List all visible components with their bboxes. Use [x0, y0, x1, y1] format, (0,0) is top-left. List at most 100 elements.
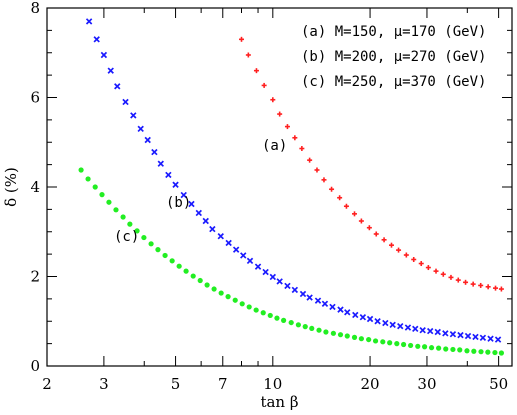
data-point-c	[415, 343, 421, 349]
x-tick-label: 50	[489, 375, 508, 393]
data-point-a	[440, 271, 446, 277]
data-point-c	[106, 199, 112, 205]
data-point-a	[245, 52, 251, 58]
data-point-b	[188, 200, 195, 208]
data-point-a	[470, 281, 476, 287]
data-point-a	[321, 177, 327, 183]
data-point-c	[225, 294, 231, 300]
data-point-c	[351, 334, 358, 340]
data-point-b	[306, 294, 313, 301]
data-point-c	[387, 340, 393, 346]
data-point-b	[344, 309, 351, 316]
data-point-b	[472, 333, 479, 341]
data-point-c	[302, 324, 308, 330]
data-point-c	[281, 317, 287, 323]
data-point-a	[239, 36, 245, 42]
data-point-b	[130, 112, 137, 119]
data-point-b	[442, 330, 449, 337]
data-point-c	[260, 310, 266, 316]
data-point-a	[358, 218, 364, 224]
data-point-b	[321, 300, 329, 307]
legend-entry-a: (a) M=150, μ=170 (GeV)	[301, 24, 486, 40]
data-point-c	[380, 339, 386, 345]
data-point-c	[274, 315, 280, 321]
data-point-b	[284, 282, 291, 290]
curve-annotation-c: (c)	[114, 229, 139, 245]
data-point-c	[183, 268, 189, 274]
data-point-b	[137, 125, 144, 133]
data-point-b	[487, 335, 494, 342]
data-point-b	[144, 136, 151, 144]
x-tick-label: 5	[171, 375, 181, 393]
data-point-b	[276, 278, 283, 285]
legend-entry-c: (c) M=250, μ=370 (GeV)	[301, 74, 486, 90]
data-point-c	[78, 167, 84, 173]
data-point-a	[253, 68, 259, 74]
data-point-b	[151, 148, 158, 156]
data-point-b	[217, 233, 224, 240]
data-point-c	[358, 336, 364, 342]
data-point-a	[352, 211, 358, 217]
data-point-c	[169, 258, 175, 264]
data-point-a	[403, 252, 409, 258]
data-point-b	[291, 286, 299, 294]
data-point-a	[292, 135, 298, 141]
data-point-c	[211, 286, 217, 292]
data-point-a	[463, 279, 469, 285]
data-point-c	[366, 336, 372, 343]
data-point-c	[408, 342, 414, 349]
data-point-c	[323, 329, 329, 335]
x-axis-title: tan β	[260, 393, 298, 411]
data-point-b	[374, 318, 381, 325]
data-point-b	[314, 297, 322, 304]
data-point-c	[457, 347, 463, 353]
data-point-b	[180, 191, 187, 199]
data-point-b	[93, 36, 100, 43]
data-point-c	[113, 207, 119, 213]
data-point-b	[397, 322, 404, 330]
y-axis-title: δ (%)	[2, 167, 20, 207]
data-point-b	[337, 306, 344, 313]
data-point-b	[479, 334, 487, 342]
data-point-a	[373, 231, 379, 237]
data-point-c	[148, 241, 154, 247]
data-point-a	[448, 274, 454, 280]
data-point-a	[284, 124, 290, 130]
data-point-b	[329, 303, 336, 311]
data-point-b	[457, 331, 464, 339]
data-point-c	[428, 345, 435, 351]
data-point-c	[218, 290, 224, 296]
x-tick-label: 20	[361, 375, 380, 393]
data-point-c	[267, 312, 273, 319]
data-point-b	[114, 83, 121, 90]
data-point-a	[388, 242, 394, 248]
data-point-b	[246, 257, 254, 265]
data-point-c	[162, 252, 168, 259]
data-point-c	[246, 304, 252, 310]
data-point-c	[478, 349, 484, 355]
data-point-c	[99, 192, 105, 198]
data-point-c	[295, 322, 301, 328]
data-point-c	[394, 341, 400, 347]
data-point-c	[485, 349, 491, 355]
data-point-c	[176, 263, 182, 269]
data-point-a	[485, 284, 491, 290]
data-point-b	[100, 51, 108, 59]
data-point-a	[425, 265, 431, 271]
data-point-b	[232, 246, 240, 253]
data-point-b	[225, 239, 232, 247]
data-point-a	[314, 167, 320, 173]
data-point-b	[165, 171, 172, 179]
data-point-a	[261, 82, 267, 88]
data-point-b	[202, 217, 209, 225]
data-point-a	[299, 146, 305, 152]
data-point-c	[471, 348, 477, 354]
curve-annotation-a: (a)	[262, 138, 287, 154]
data-point-a	[343, 203, 349, 209]
data-point-b	[269, 273, 277, 281]
data-point-a	[455, 277, 461, 283]
x-tick-label: 10	[263, 375, 282, 393]
data-point-a	[366, 225, 372, 231]
